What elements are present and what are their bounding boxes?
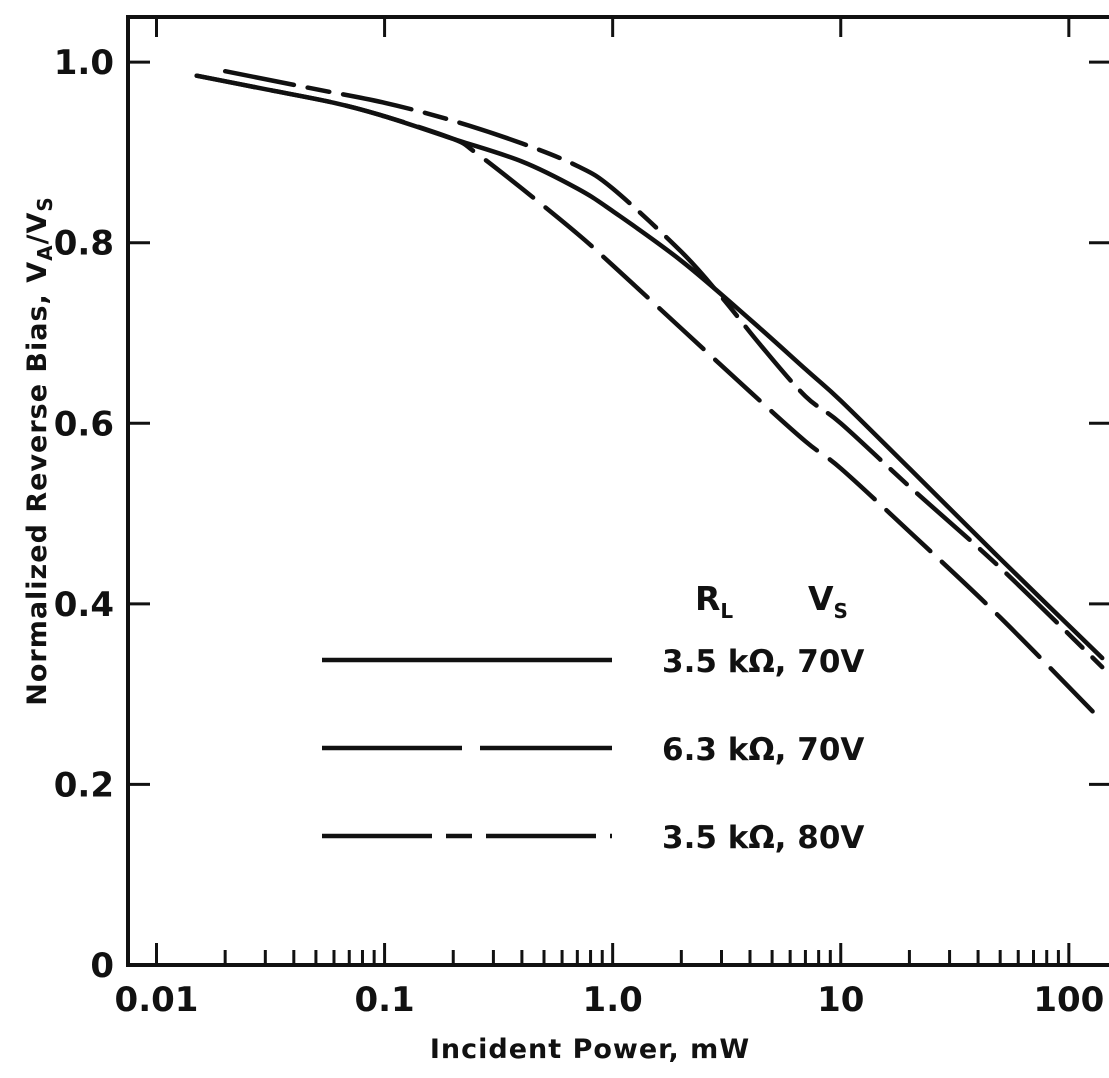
y-axis-title-slash: /V	[22, 212, 53, 245]
x-tick-label: 10	[817, 980, 864, 1020]
y-tick-label: 0	[90, 946, 114, 986]
legend-header-vs: VS	[808, 579, 848, 623]
y-axis-title-main: Normalized Reverse Bias, V	[22, 261, 53, 706]
axis-tick-labels: 0.01 0.1 1.0 10 100 0 0.2 0.4 0.6 0.8 1.0	[54, 43, 1105, 1020]
x-tick-label: 1.0	[583, 980, 643, 1020]
series-line-3	[222, 68, 1105, 670]
legend-label-3: 3.5 kΩ, 80V	[662, 820, 864, 856]
y-axis-title-sub-a: A	[33, 244, 57, 260]
legend: RL VS 3.5 kΩ, 70V 6.3 kΩ, 70V 3.5 kΩ, 80V	[322, 579, 864, 856]
x-tick-label: 0.1	[354, 980, 414, 1020]
series-line-2	[194, 73, 1105, 724]
y-tick-label: 0.8	[54, 224, 114, 264]
legend-header-v: V	[808, 579, 834, 618]
axis-ticks	[128, 17, 1109, 965]
y-tick-label: 1.0	[54, 43, 114, 83]
x-tick-label: 100	[1033, 980, 1104, 1020]
y-tick-label: 0.6	[54, 404, 114, 444]
x-tick-label: 0.01	[115, 980, 199, 1020]
legend-label-2: 6.3 kΩ, 70V	[662, 732, 864, 768]
legend-header-r: R	[695, 579, 720, 618]
legend-entries: 3.5 kΩ, 70V 6.3 kΩ, 70V 3.5 kΩ, 80V	[322, 644, 864, 856]
legend-header-s: S	[834, 599, 848, 623]
legend-header-l: L	[720, 599, 733, 623]
series-lines	[194, 68, 1105, 724]
y-axis-title: Normalized Reverse Bias, VA/VS	[22, 196, 57, 706]
x-axis-title: Incident Power, mW	[430, 1034, 750, 1065]
y-tick-label: 0.4	[54, 585, 114, 625]
series-line-1	[194, 73, 1105, 661]
plot-frame	[126, 15, 1109, 967]
legend-header-rl: RL	[695, 579, 733, 623]
y-tick-label: 0.2	[54, 765, 114, 805]
y-axis-title-sub-s: S	[33, 196, 57, 211]
legend-label-1: 3.5 kΩ, 70V	[662, 644, 864, 680]
